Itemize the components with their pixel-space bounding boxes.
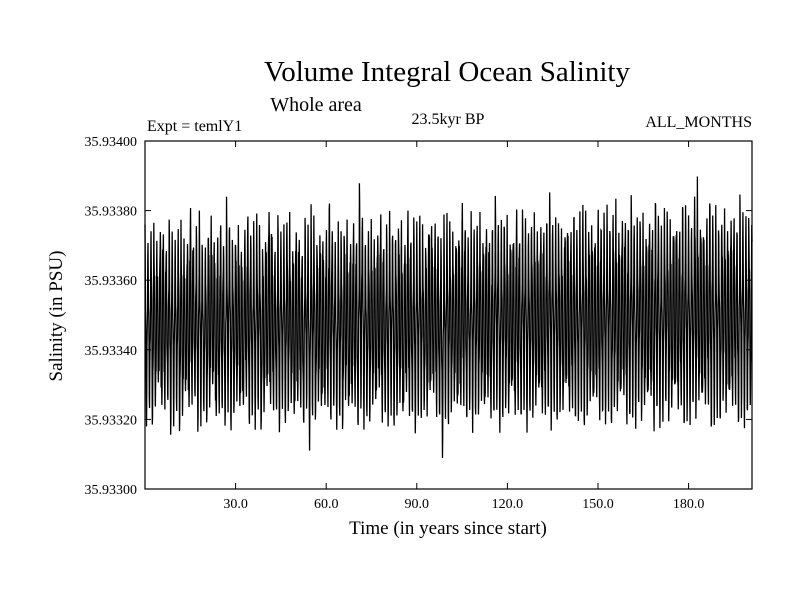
x-axis: 30.0 60.0 90.0 120.0 150.0 180.0 [223,141,704,512]
y-axis-label: Salinity (in PSU) [46,251,67,382]
x-tick-label: 60.0 [314,497,339,512]
y-tick-label: 35.93300 [85,483,138,498]
months-label: ALL_MONTHS [645,114,752,131]
y-tick-label: 35.93400 [85,135,138,150]
y-tick-label: 35.93380 [85,205,138,220]
experiment-label: Expt = temlY1 [147,118,242,135]
salinity-line [144,176,753,458]
y-tick-label: 35.93340 [85,344,138,359]
x-axis-label: Time (in years since start) [349,518,547,539]
x-tick-label: 120.0 [492,497,524,512]
salinity-series [144,176,753,458]
x-tick-label: 90.0 [405,497,430,512]
chart-title: Volume Integral Ocean Salinity [264,56,630,88]
period-label: 23.5kyr BP [412,111,485,128]
y-tick-label: 35.93320 [85,413,138,428]
chart-subtitle: Whole area [270,94,362,116]
x-tick-label: 30.0 [223,497,248,512]
y-tick-label: 35.93360 [85,274,138,289]
x-tick-label: 150.0 [582,497,614,512]
x-tick-label: 180.0 [673,497,705,512]
y-axis: 35.93300 35.93320 35.93340 35.93360 35.93380… [85,135,752,498]
plot-frame [144,140,753,490]
